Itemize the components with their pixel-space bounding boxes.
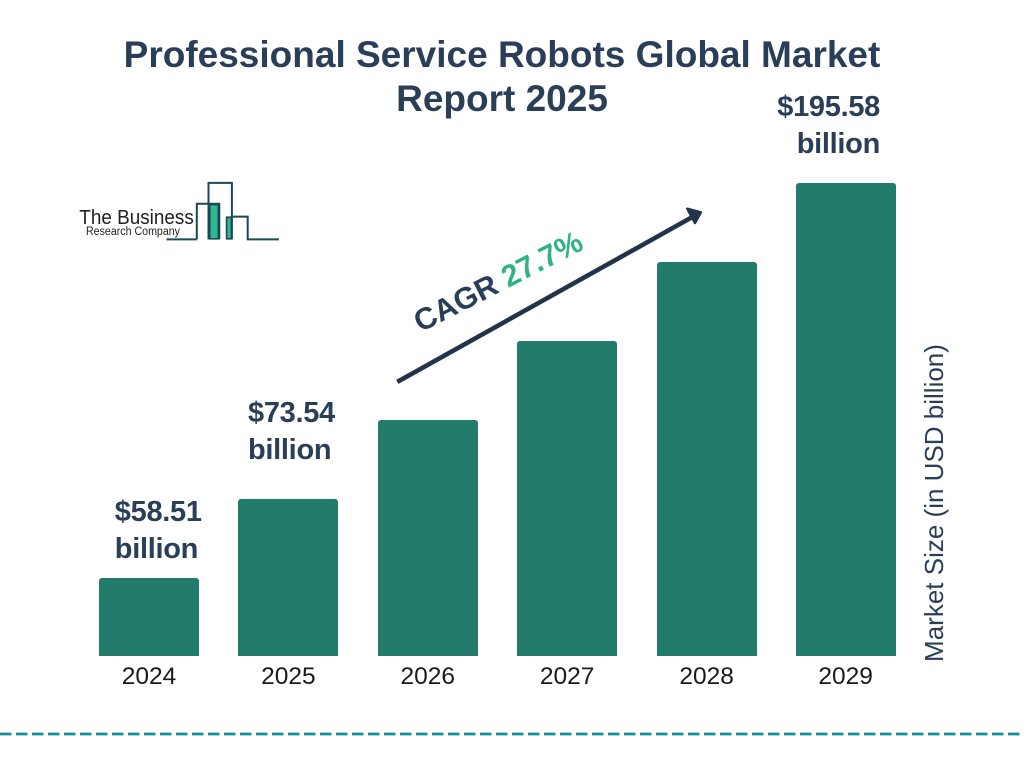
svg-text:Research Company: Research Company bbox=[86, 226, 180, 238]
svg-text:The Business: The Business bbox=[79, 207, 194, 229]
